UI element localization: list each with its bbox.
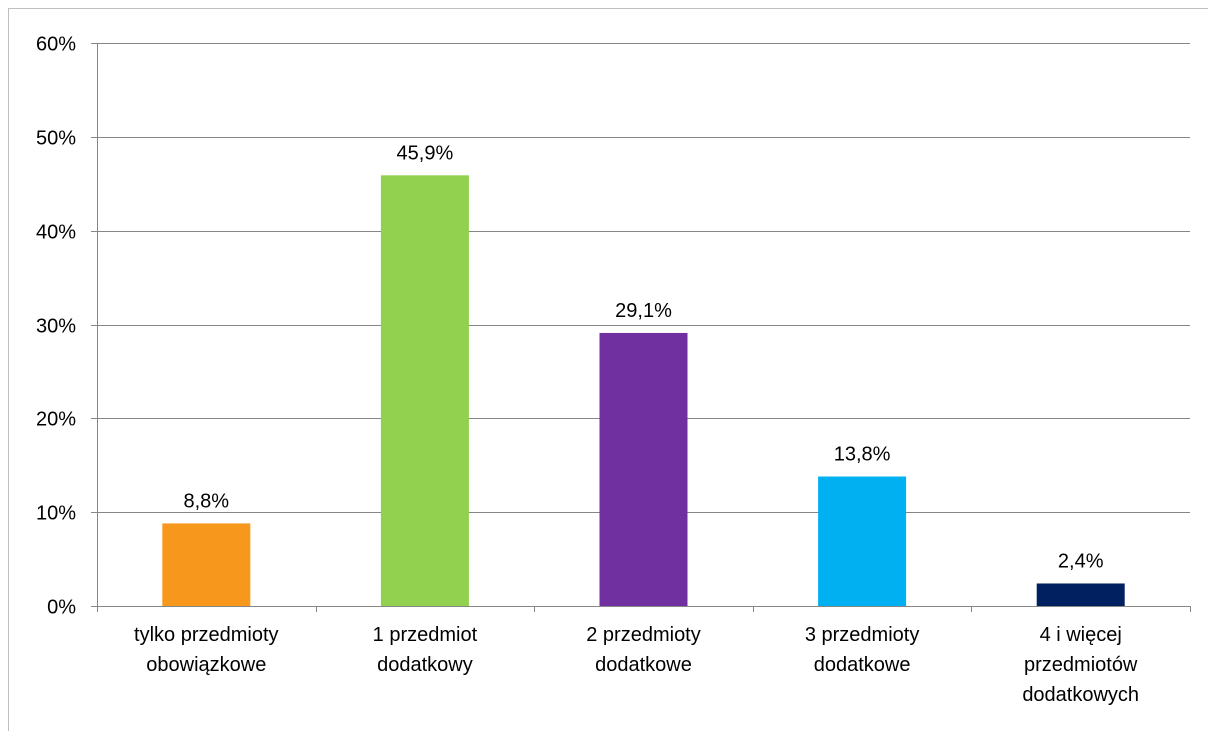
data-label: 2,4% xyxy=(1058,550,1104,572)
x-tick-label-line: 3 przedmioty xyxy=(805,624,920,646)
bar xyxy=(600,333,688,606)
y-tick-label: 60% xyxy=(36,34,76,56)
bar xyxy=(162,523,250,606)
y-tick-label: 20% xyxy=(36,409,76,431)
y-tick-label: 50% xyxy=(36,128,76,150)
x-tick-label-line: dodatkowy xyxy=(377,654,473,676)
data-label: 29,1% xyxy=(615,300,672,322)
bar xyxy=(818,477,906,606)
y-tick-label: 0% xyxy=(47,597,76,619)
y-tick-label: 40% xyxy=(36,222,76,244)
y-tick-label: 30% xyxy=(36,316,76,338)
x-tick-label-line: dodatkowych xyxy=(1022,684,1139,706)
x-tick-label-line: dodatkowe xyxy=(814,654,911,676)
y-tick-label: 10% xyxy=(36,503,76,525)
x-tick-label-line: 2 przedmioty xyxy=(586,624,701,646)
bar xyxy=(1037,583,1125,606)
x-tick-label-line: tylko przedmioty xyxy=(134,624,279,646)
x-tick-label-line: dodatkowe xyxy=(595,654,692,676)
data-label: 13,8% xyxy=(834,444,891,466)
bar xyxy=(381,175,469,606)
data-label: 8,8% xyxy=(184,490,230,512)
x-tick-label-line: obowiązkowe xyxy=(146,654,266,676)
x-tick-label-line: 4 i więcej xyxy=(1040,624,1122,646)
x-tick-label: 4 i więcej przedmiotów dodatkowych xyxy=(1022,624,1139,706)
data-label: 45,9% xyxy=(397,142,454,164)
x-tick-label-line: 1 przedmiot xyxy=(373,624,478,646)
x-tick-label-line: przedmiotów xyxy=(1024,654,1138,676)
